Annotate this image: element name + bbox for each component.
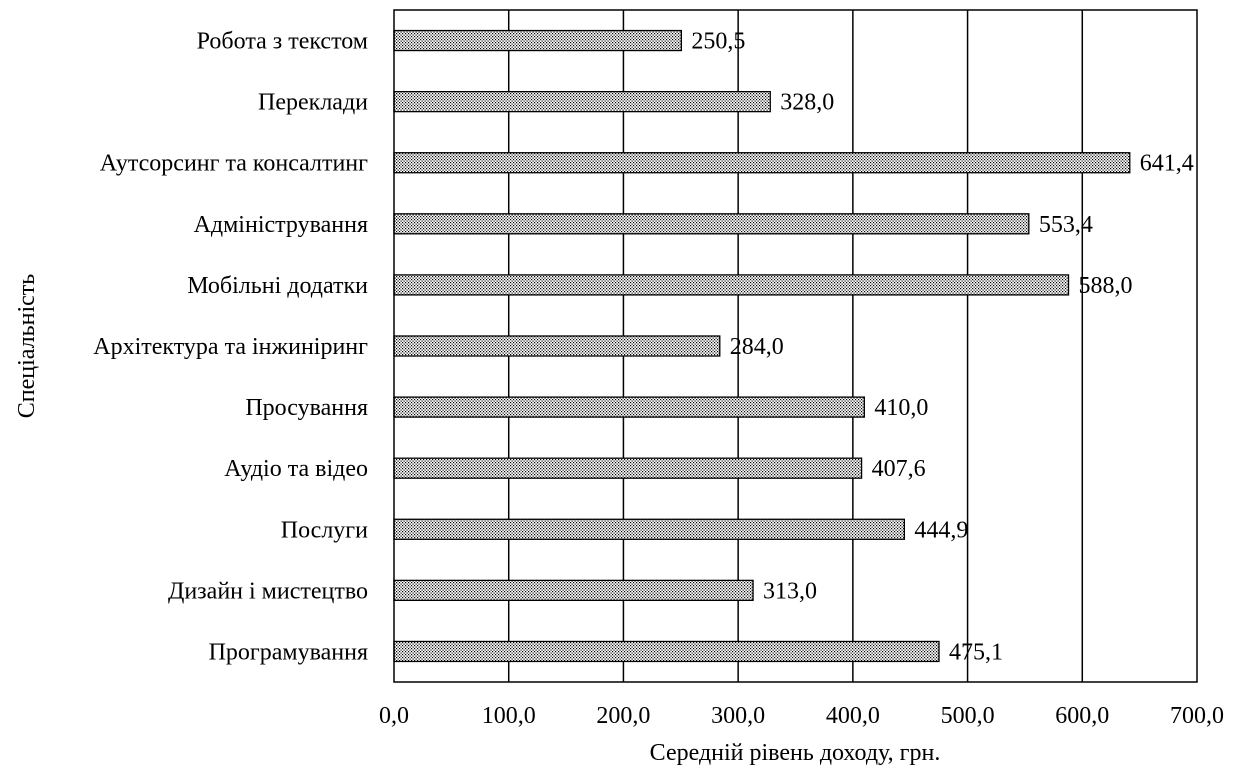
category-label: Аудіо та відео	[224, 456, 368, 482]
bar	[393, 335, 721, 357]
data-label: 250,5	[691, 29, 745, 55]
x-tick-label: 500,0	[941, 703, 995, 729]
bar	[393, 274, 1070, 296]
bar	[393, 457, 863, 479]
category-label: Переклади	[258, 90, 368, 116]
category-label: Послуги	[281, 517, 368, 543]
x-tick-labels: 0,0 100,0 200,0 300,0 400,0 500,0 600,0 700,0	[379, 703, 1224, 729]
category-label: Аутсорсинг та консалтинг	[100, 151, 368, 177]
bar	[393, 396, 865, 418]
x-tick-label: 400,0	[826, 703, 880, 729]
category-label: Просування	[245, 395, 368, 421]
data-label: 410,0	[874, 395, 928, 421]
data-label: 588,0	[1079, 273, 1133, 299]
bar	[393, 518, 906, 540]
data-labels: 250,5 328,0 641,4 553,4 588,0 284,0 410,0 407,6…	[691, 29, 1193, 666]
bar	[393, 29, 683, 52]
category-label: Мобільні додатки	[187, 273, 368, 299]
data-label: 407,6	[872, 456, 926, 482]
data-label: 553,4	[1039, 212, 1093, 238]
bar	[393, 579, 754, 602]
category-labels: Робота з текстом Переклади Аутсорсинг та к…	[93, 29, 368, 666]
x-tick-label: 300,0	[711, 703, 765, 729]
bar	[393, 90, 771, 113]
plot-frame	[393, 9, 1198, 683]
data-label: 328,0	[780, 90, 834, 116]
x-axis-title: Середній рівень доходу, грн.	[650, 740, 941, 766]
bar	[393, 152, 1131, 174]
category-label: Адміністрування	[194, 212, 368, 238]
x-tick-label: 200,0	[596, 703, 650, 729]
bar	[393, 640, 940, 663]
bar	[393, 213, 1030, 235]
category-label: Дизайн і мистецтво	[168, 578, 368, 604]
y-axis-title: Спеціальність	[14, 274, 40, 418]
category-label: Робота з текстом	[197, 29, 368, 55]
grid-lines	[507, 10, 1084, 682]
x-tick-label: 600,0	[1055, 703, 1109, 729]
data-label: 313,0	[763, 578, 817, 604]
x-tick-label: 700,0	[1170, 703, 1224, 729]
data-label: 284,0	[730, 334, 784, 360]
data-label: 475,1	[949, 639, 1003, 665]
data-label: 444,9	[914, 517, 968, 543]
category-label: Програмування	[209, 639, 368, 665]
x-tick-label: 0,0	[379, 703, 409, 729]
x-tick-label: 100,0	[482, 703, 536, 729]
data-label: 641,4	[1140, 151, 1194, 177]
category-label: Архітектура та інжиніринг	[93, 334, 368, 360]
